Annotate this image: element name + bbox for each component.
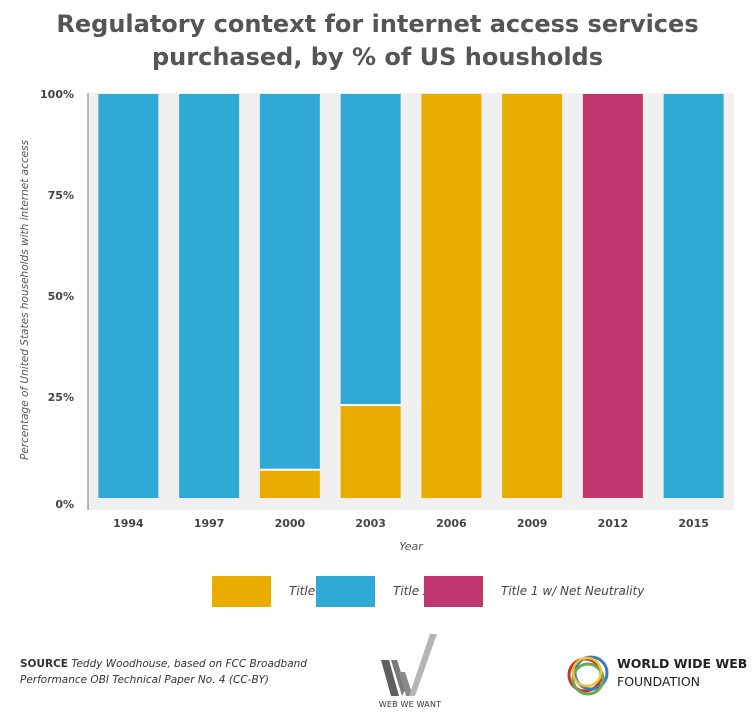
- legend-swatch-title2: [316, 575, 375, 607]
- wwwf-logo: WORLD WIDE WEB FOUNDATION: [565, 652, 750, 698]
- source-line1: Teddy Woodhouse, based on FCC Broadband: [71, 658, 307, 670]
- legend-item-title1-net-neutrality: Title 1 w/ Net Neutrality: [424, 575, 644, 607]
- x-tick-label-2006: 2006: [436, 517, 467, 530]
- bar-2006-title-1: [421, 94, 482, 498]
- bar-2000-title-2: [259, 94, 320, 470]
- x-tick-label-2000: 2000: [275, 517, 306, 530]
- x-tick-label-2009: 2009: [517, 517, 548, 530]
- x-tick-label-1994: 1994: [113, 517, 144, 530]
- legend-swatch-title1-net-neutrality: [424, 575, 483, 607]
- y-tick-label: 0%: [55, 498, 74, 511]
- legend-item-title2: Title 2: [316, 575, 431, 607]
- legend-item-title1: Title 1: [212, 575, 327, 607]
- bar-2003-title-2: [340, 94, 401, 406]
- x-tick-label-1997: 1997: [194, 517, 225, 530]
- x-tick-label-2012: 2012: [598, 517, 629, 530]
- web-we-want-logo: WEB WE WANT: [375, 632, 445, 712]
- bar-2000-title-1: [259, 469, 320, 498]
- bar-1997-title-2: [179, 94, 240, 498]
- web-we-want-text: WEB WE WANT: [378, 700, 442, 709]
- source-prefix: SOURCE: [20, 658, 68, 670]
- legend-swatch-title1: [212, 575, 271, 607]
- chart-title: Regulatory context for internet access s…: [0, 8, 755, 74]
- x-tick-label-2015: 2015: [678, 517, 709, 530]
- bar-1994-title-2: [98, 94, 159, 498]
- y-tick-label: 50%: [48, 290, 74, 303]
- x-tick-label-2003: 2003: [355, 517, 386, 530]
- source-line2: Performance OBI Technical Paper No. 4 (C…: [20, 674, 269, 686]
- y-tick-label: 25%: [48, 391, 74, 404]
- y-tick-label: 100%: [40, 88, 74, 101]
- wwwf-subtitle: FOUNDATION: [617, 674, 701, 689]
- source-note: SOURCE Teddy Woodhouse, based on FCC Bro…: [20, 656, 307, 688]
- bar-2015-title-2: [663, 94, 724, 498]
- legend-label-title1-net-neutrality: Title 1 w/ Net Neutrality: [501, 584, 645, 598]
- bar-2012-title-1-w-net-neutrality: [582, 94, 643, 498]
- segment-separator: [340, 404, 401, 407]
- legend-label-title2: Title 2: [393, 584, 431, 598]
- bar-2009-title-1: [502, 94, 563, 498]
- segment-separator: [259, 468, 320, 471]
- wwwf-circles-icon: [567, 655, 609, 696]
- x-axis-label: Year: [399, 540, 424, 553]
- bar-chart: 0% 25% 50% 75% 100% 1994 1997 2000 2003 2006 2009 2…: [19, 88, 734, 553]
- web-we-want-w-icon: [381, 634, 437, 696]
- bar-2003-title-1: [340, 405, 401, 498]
- chart-title-line2: purchased, by % of US housholds: [151, 43, 604, 71]
- chart-title-line1: Regulatory context for internet access s…: [56, 10, 699, 38]
- wwwf-title: WORLD WIDE WEB: [617, 656, 748, 671]
- legend: Title 1 Title 2 Title 1 w/ Net Neutralit…: [0, 575, 755, 607]
- y-axis-label: Percentage of United States households w…: [19, 139, 31, 460]
- y-tick-label: 75%: [48, 189, 74, 202]
